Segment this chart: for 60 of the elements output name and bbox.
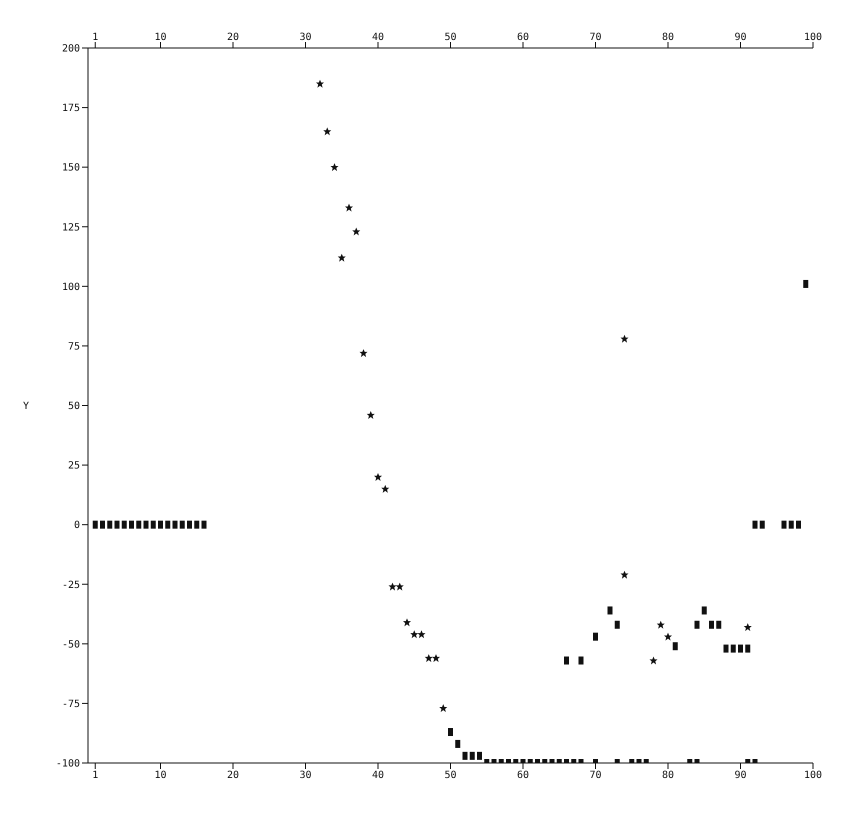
x2-tick-label: 50 (444, 770, 457, 782)
x-tick-label: 30 (299, 32, 312, 43)
point (345, 204, 353, 212)
x-tick-label: 10 (154, 32, 167, 43)
point (439, 704, 448, 712)
point (352, 228, 360, 236)
x2-tick-label: 10 (154, 770, 167, 782)
point (316, 80, 324, 88)
x-tick-label: 60 (516, 32, 530, 43)
y-axis-title: Y (23, 401, 30, 412)
x-tick-label: 50 (444, 32, 457, 43)
x-tick-label: 40 (372, 32, 384, 43)
x2-tick-label: 70 (589, 770, 602, 782)
point (323, 127, 332, 136)
point (424, 654, 433, 662)
x-tick-label: 1 (92, 32, 98, 43)
point (374, 473, 382, 481)
x2-tick-label: 20 (226, 770, 240, 782)
point (620, 334, 628, 343)
x-tick-label: 20 (226, 32, 240, 43)
x-tick-label: 80 (662, 32, 674, 43)
point (418, 630, 426, 638)
point (650, 656, 658, 665)
x-tick-label: 100 (804, 32, 822, 43)
y-tick-label: 200 (62, 44, 80, 55)
point (360, 349, 368, 358)
point (656, 620, 665, 629)
point (620, 570, 628, 579)
x2-tick-label: 60 (516, 770, 530, 782)
x-tick-label: 90 (734, 32, 747, 43)
point (381, 484, 390, 493)
point (410, 630, 418, 638)
point (403, 618, 411, 626)
y-tick-label: 0 (74, 520, 80, 532)
y-tick-label: 25 (68, 460, 80, 472)
y-tick-label: 150 (62, 162, 80, 174)
y-tick-label: -25 (62, 580, 80, 591)
point (432, 654, 440, 662)
x2-tick-label: 1 (92, 770, 98, 782)
y-tick-label: 50 (68, 401, 80, 412)
point (330, 163, 338, 172)
x-tick-label: 70 (589, 32, 602, 43)
point (338, 254, 346, 262)
point (366, 411, 375, 420)
x2-tick-label: 40 (372, 770, 384, 782)
x2-tick-label: 30 (299, 770, 312, 782)
y-tick-label: -50 (62, 639, 80, 650)
y-tick-label: 175 (62, 103, 80, 114)
point (396, 582, 404, 591)
y-tick-label: -100 (56, 758, 80, 770)
point (664, 632, 672, 641)
y-tick-label: 125 (62, 222, 80, 234)
y-tick-label: -75 (62, 698, 80, 710)
x2-tick-label: 80 (662, 770, 674, 782)
x2-tick-label: 90 (734, 770, 747, 782)
x2-tick-label: 100 (804, 770, 822, 782)
y-tick-label: 75 (68, 341, 80, 352)
point (744, 623, 752, 632)
y-tick-label: 100 (62, 282, 80, 293)
point (388, 582, 396, 591)
